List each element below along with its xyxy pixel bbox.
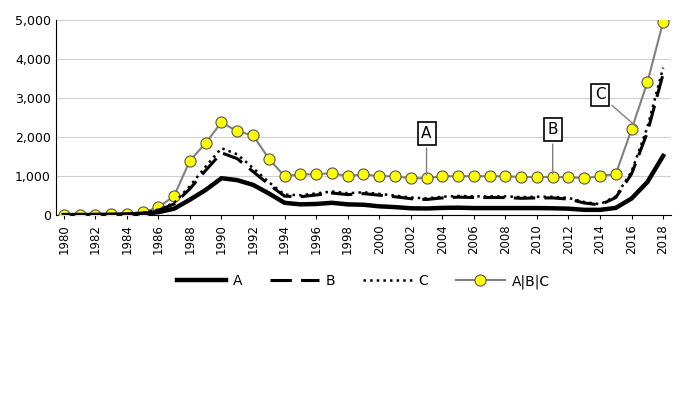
Text: B: B <box>547 122 558 174</box>
Text: C: C <box>595 88 637 127</box>
Legend: A, B, C, A|B|C: A, B, C, A|B|C <box>172 269 555 294</box>
Text: A: A <box>421 126 431 175</box>
